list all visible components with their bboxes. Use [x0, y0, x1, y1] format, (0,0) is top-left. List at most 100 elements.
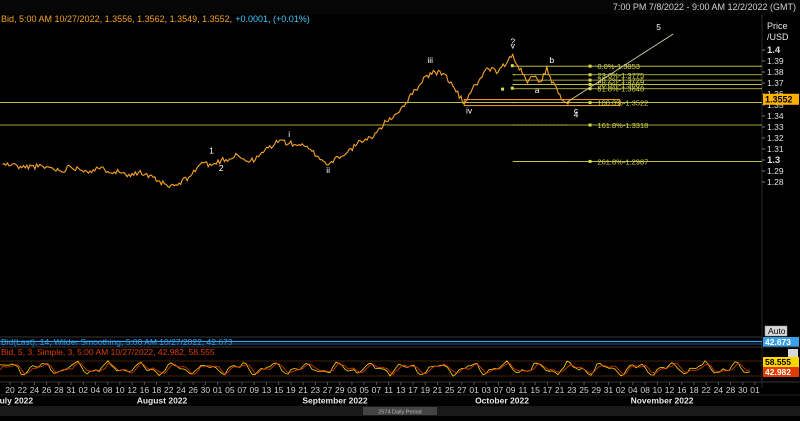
wave-label: v — [511, 40, 516, 50]
rsi-value-tag — [763, 337, 799, 347]
time-tick-label: 11 — [519, 385, 528, 395]
month-label: July 2022 — [0, 396, 33, 406]
time-tick-label: 02 — [79, 385, 89, 395]
month-labels: July 2022 August 2022 September 2022 Octobe… — [0, 396, 694, 406]
month-label: October 2022 — [475, 396, 529, 406]
stoch-indicator-label: Bid, 5, 3, Simple, 3, 5:00 AM 10/27/2022… — [1, 347, 215, 357]
time-tick-label: 29 — [591, 385, 601, 395]
time-tick-label: 07 — [372, 385, 382, 395]
time-tick-label: 29 — [335, 385, 345, 395]
month-label: November 2022 — [631, 396, 694, 406]
wave-label: 5 — [656, 22, 661, 32]
time-tick-label: 22 — [17, 385, 27, 395]
time-tick-label: 17 — [408, 385, 418, 395]
wave-label: ? — [510, 37, 515, 47]
time-tick-label: 08 — [640, 385, 650, 395]
price-tick-label: 1.35 — [767, 100, 784, 110]
time-tick-label: 24 — [176, 385, 186, 395]
time-tick-label: 12 — [665, 385, 675, 395]
time-tick-label: 09 — [506, 385, 516, 395]
time-tick-label: 15 — [274, 385, 284, 395]
time-tick-label: 23 — [567, 385, 577, 395]
time-tick-label: 05 — [225, 385, 235, 395]
time-tick-label: 04 — [628, 385, 638, 395]
time-tick-label: 18 — [152, 385, 162, 395]
main-plot: 0.0%-1.385323.6%-1.377538.2%-1.372650.0%… — [0, 22, 762, 189]
time-tick-label: 26 — [188, 385, 198, 395]
time-tick-label: 22 — [164, 385, 174, 395]
period-label: 2574 Daily Period — [378, 410, 421, 416]
price-tick-label: 1.39 — [767, 56, 784, 66]
time-tick-label: 27 — [323, 385, 333, 395]
fib-level-label: 0.0%-1.3853 — [597, 62, 640, 71]
stoch-d-line — [0, 362, 751, 376]
wave-label: a — [535, 85, 540, 95]
time-tick-label: 21 — [433, 385, 443, 395]
time-tick-label: 12 — [127, 385, 137, 395]
time-tick-label: 25 — [445, 385, 455, 395]
time-tick-label: 18 — [689, 385, 699, 395]
price-auto-scale-button[interactable] — [764, 325, 788, 337]
time-tick-label: 24 — [30, 385, 40, 395]
time-tick-label: 30 — [738, 385, 748, 395]
time-tick-label: 01 — [469, 385, 479, 395]
price-tick-label: 1.3 — [767, 155, 780, 166]
price-tick-label: 1.4 — [767, 45, 781, 56]
fib-level-label: 100.0%-1.3522 — [597, 99, 648, 108]
time-scrollbar-thumb[interactable] — [363, 407, 437, 415]
time-tick-label: 01 — [750, 385, 760, 395]
stoch-k-line — [0, 360, 751, 377]
time-tick-label: 13 — [396, 385, 406, 395]
time-tick-label: 30 — [201, 385, 211, 395]
stoch-auto-toggle[interactable] — [788, 349, 798, 357]
time-tick-label: 16 — [140, 385, 150, 395]
stoch-k-value: 58.555 — [765, 357, 791, 367]
fib-anchor-mid — [510, 86, 514, 90]
fib-level-label: 261.8%-1.2987 — [597, 157, 648, 166]
time-tick-label: 05 — [359, 385, 369, 395]
wave-label: b — [549, 55, 554, 65]
fib-level-label: 38.2%-1.3726 — [597, 76, 644, 85]
wave-label: i — [288, 129, 290, 139]
wave-a-marker — [501, 87, 505, 91]
fib-level-marker — [588, 101, 592, 105]
wave4-support-box — [463, 99, 621, 107]
time-tick-label: 10 — [653, 385, 663, 395]
wave-label: iv — [466, 105, 473, 115]
price-series-line — [2, 52, 572, 189]
time-tick-label: 19 — [286, 385, 296, 395]
time-tick-label: 03 — [482, 385, 492, 395]
price-tick-label: 1.33 — [767, 122, 784, 132]
stoch-k-value-tag — [763, 357, 799, 367]
price-axis-unit: /USD — [767, 32, 789, 42]
price-tick-label: 1.31 — [767, 144, 784, 154]
series-info: Bid, 5:00 AM 10/27/2022, 1.3556, 1.3562,… — [1, 14, 310, 24]
time-tick-label: 04 — [91, 385, 101, 395]
time-tick-label: 28 — [726, 385, 736, 395]
time-tick-label: 15 — [530, 385, 540, 395]
time-tick-label: 31 — [66, 385, 76, 395]
fib-level-label: 161.8%-1.3318 — [597, 121, 648, 130]
fib-level-marker — [588, 123, 592, 127]
series-info-values: Bid, 5:00 AM 10/27/2022, 1.3556, 1.3562,… — [1, 14, 232, 24]
time-tick-label: 26 — [42, 385, 52, 395]
fibonacci-levels: 0.0%-1.385323.6%-1.377538.2%-1.372650.0%… — [0, 62, 762, 166]
wave-label: 4 — [574, 110, 579, 120]
time-tick-label: 20 — [5, 385, 15, 395]
fib-level-label: 61.8%-1.3648 — [597, 85, 644, 94]
wave-label: iii — [427, 55, 433, 65]
time-tick-label: 02 — [616, 385, 626, 395]
price-tick-label: 1.37 — [767, 78, 784, 88]
wave-label: 1 — [209, 145, 214, 155]
fib-level-marker — [588, 64, 592, 68]
fib-level-label: 23.6%-1.3775 — [597, 71, 644, 80]
time-tick-label: 19 — [421, 385, 431, 395]
stoch-d-value-tag — [763, 367, 799, 377]
header-bar — [0, 0, 800, 14]
wave-label: 2 — [219, 163, 224, 173]
month-label: September 2022 — [302, 396, 367, 406]
price-auto-scale-label: Auto — [768, 326, 786, 336]
